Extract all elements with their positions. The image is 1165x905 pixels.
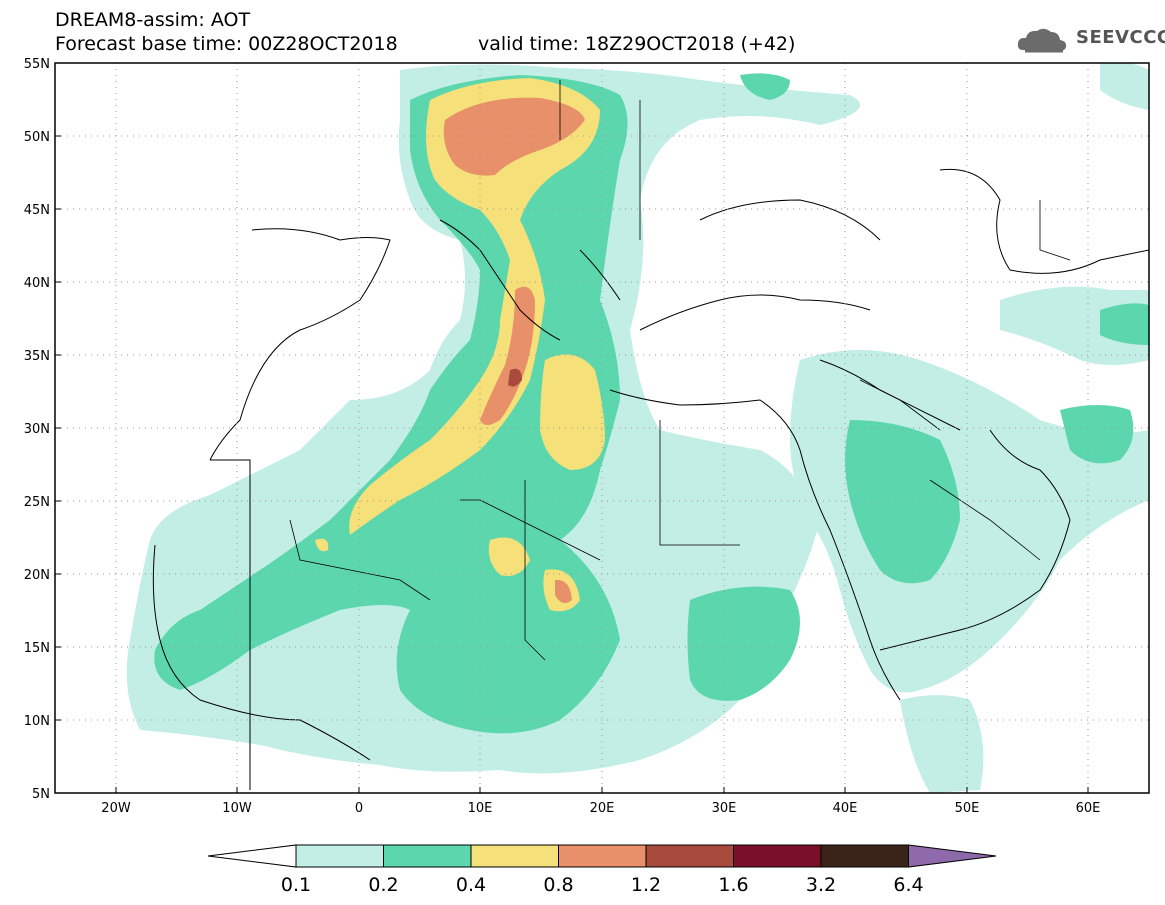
aot-level-0-8 (443, 97, 585, 604)
lon-label: 20E (590, 801, 615, 816)
colorbar-label: 0.1 (281, 874, 311, 896)
lat-label: 30N (24, 422, 50, 437)
axis-ticks (55, 62, 1089, 794)
colorbar-label: 1.2 (631, 874, 661, 896)
graticule (55, 63, 1149, 793)
colorbar-segment (820, 844, 909, 868)
aot-level-1-2 (508, 368, 522, 387)
lat-label: 10N (24, 714, 50, 729)
lat-label: 35N (24, 349, 50, 364)
valid-time: valid time: 18Z29OCT2018 (+42) (478, 33, 796, 55)
lon-label: 10E (468, 801, 493, 816)
lon-label: 60E (1076, 801, 1101, 816)
colorbar-labels: 0.1 0.2 0.4 0.8 1.2 1.6 3.2 6.4 (281, 874, 924, 896)
lat-label: 50N (24, 130, 50, 145)
lon-label: 0 (355, 801, 363, 816)
colorbar-segment (470, 844, 559, 868)
lon-label: 10W (222, 801, 252, 816)
lat-label: 45N (24, 203, 50, 218)
colorbar-label: 0.8 (543, 874, 573, 896)
lat-label: 55N (24, 57, 50, 72)
coastlines (152, 168, 1149, 790)
colorbar-segment (295, 844, 384, 868)
country-borders (289, 80, 1071, 661)
colorbar-label: 3.2 (806, 874, 836, 896)
colorbar-segment (383, 844, 472, 868)
lon-label: 20W (101, 801, 131, 816)
colorbar-label: 1.6 (718, 874, 748, 896)
longitude-labels: 20W 10W 0 10E 20E 30E 40E 50E 60E (101, 801, 1100, 816)
colorbar-low-arrow (207, 844, 297, 868)
map-title: DREAM8-assim: AOT (55, 9, 251, 31)
logo-text: SEEVCCC (1076, 27, 1165, 48)
colorbar (207, 844, 997, 868)
colorbar-segment (645, 844, 734, 868)
colorbar-segment (558, 844, 647, 868)
aot-level-0-1 (126, 63, 1149, 793)
lon-label: 50E (955, 801, 980, 816)
lon-label: 30E (712, 801, 737, 816)
latitude-labels: 5N 10N 15N 20N 25N 30N 35N 40N 45N 50N 5… (24, 57, 50, 802)
seevccc-logo (1017, 28, 1067, 53)
forecast-base-time: Forecast base time: 00Z28OCT2018 (55, 33, 398, 55)
lat-label: 40N (24, 276, 50, 291)
lat-label: 20N (24, 568, 50, 583)
colorbar-label: 0.4 (456, 874, 486, 896)
lat-label: 5N (32, 787, 50, 802)
colorbar-label: 0.2 (368, 874, 398, 896)
colorbar-segment (733, 844, 822, 868)
colorbar-high-arrow (908, 844, 997, 868)
lon-label: 40E (833, 801, 858, 816)
lat-label: 15N (24, 641, 50, 656)
aot-field (126, 63, 1149, 793)
colorbar-label: 6.4 (893, 874, 923, 896)
lat-label: 25N (24, 495, 50, 510)
